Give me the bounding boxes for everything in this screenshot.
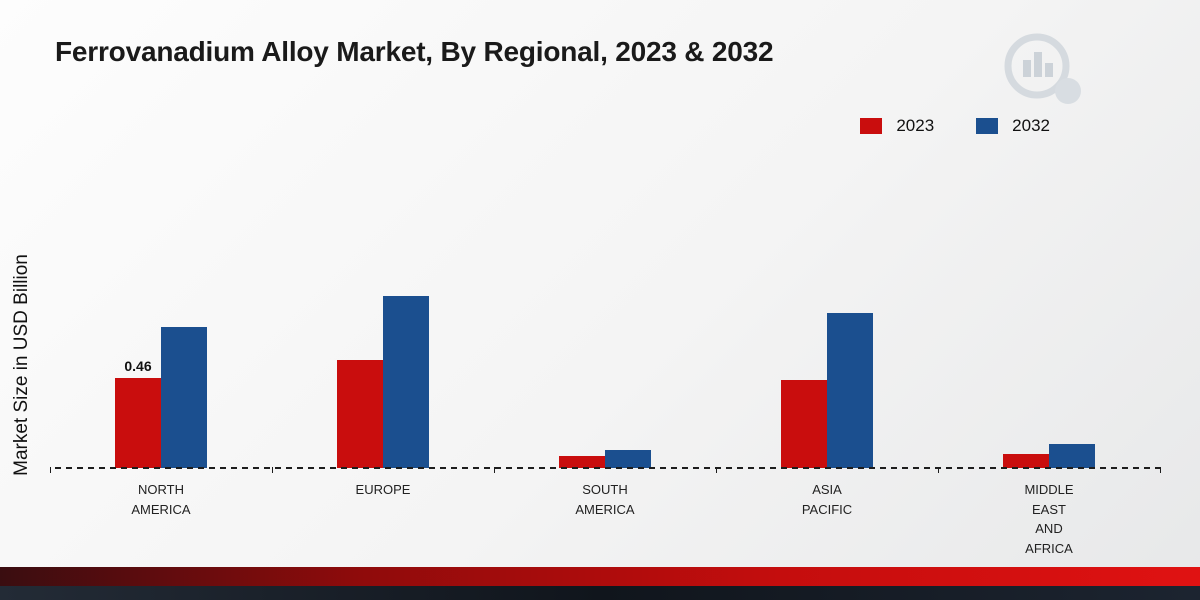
- bar-2023: 0.46: [115, 358, 161, 468]
- plot-area: 0.46 NORTH AMERICA EUROPE SOUTH AMERICA ASIA PA…: [50, 120, 1160, 556]
- bar-group: MIDDLE EAST AND AFRICA: [938, 120, 1160, 556]
- category-label: MIDDLE EAST AND AFRICA: [1024, 482, 1074, 556]
- footer-dark-strip: [0, 586, 1200, 600]
- category-label: EUROPE: [355, 482, 411, 497]
- bar-group: SOUTH AMERICA: [494, 120, 716, 517]
- legend: 2023 2032: [860, 116, 1050, 136]
- bar-2023: [559, 456, 605, 468]
- axis-tick: [272, 467, 273, 473]
- bar-2023: [1003, 454, 1049, 468]
- chart-logo-watermark-icon: [992, 28, 1088, 119]
- x-axis-baseline: [55, 467, 1160, 469]
- category-label: ASIA PACIFIC: [801, 482, 853, 517]
- category-label: SOUTH AMERICA: [575, 482, 635, 517]
- bar-group: 0.46 NORTH AMERICA: [50, 120, 272, 517]
- bar-pair: [1003, 444, 1095, 468]
- bar-pair: 0.46: [115, 326, 207, 468]
- bar-group: EUROPE: [272, 120, 494, 497]
- bar-pair: [559, 450, 651, 468]
- legend-swatch-2032: [976, 118, 999, 134]
- axis-tick: [1160, 467, 1161, 473]
- bar-2032: [383, 295, 429, 468]
- bar-2023: [337, 360, 383, 468]
- axis-tick: [50, 467, 51, 473]
- bar-2032: [161, 326, 207, 468]
- bar-2032: [1049, 444, 1095, 468]
- bar-group: ASIA PACIFIC: [716, 120, 938, 517]
- category-label: NORTH AMERICA: [131, 482, 191, 517]
- legend-label: 2032: [1012, 116, 1050, 135]
- bar-pair: [781, 313, 873, 468]
- bottom-red-strip: [0, 567, 1200, 586]
- bar-pair: [337, 295, 429, 468]
- legend-item-2032: 2032: [976, 116, 1050, 136]
- legend-swatch-2023: [860, 118, 883, 134]
- bar-2032: [605, 450, 651, 468]
- legend-item-2023: 2023: [860, 116, 934, 136]
- bar-2023: [781, 379, 827, 468]
- bar-2032: [827, 313, 873, 468]
- bar-value-label: 0.46: [124, 357, 152, 374]
- axis-tick: [938, 467, 939, 473]
- legend-label: 2023: [896, 116, 935, 135]
- y-axis-label: Market Size in USD Billion: [11, 254, 32, 476]
- axis-tick: [716, 467, 717, 473]
- chart-title: Ferrovanadium Alloy Market, By Regional,…: [55, 36, 774, 67]
- axis-tick: [494, 467, 495, 473]
